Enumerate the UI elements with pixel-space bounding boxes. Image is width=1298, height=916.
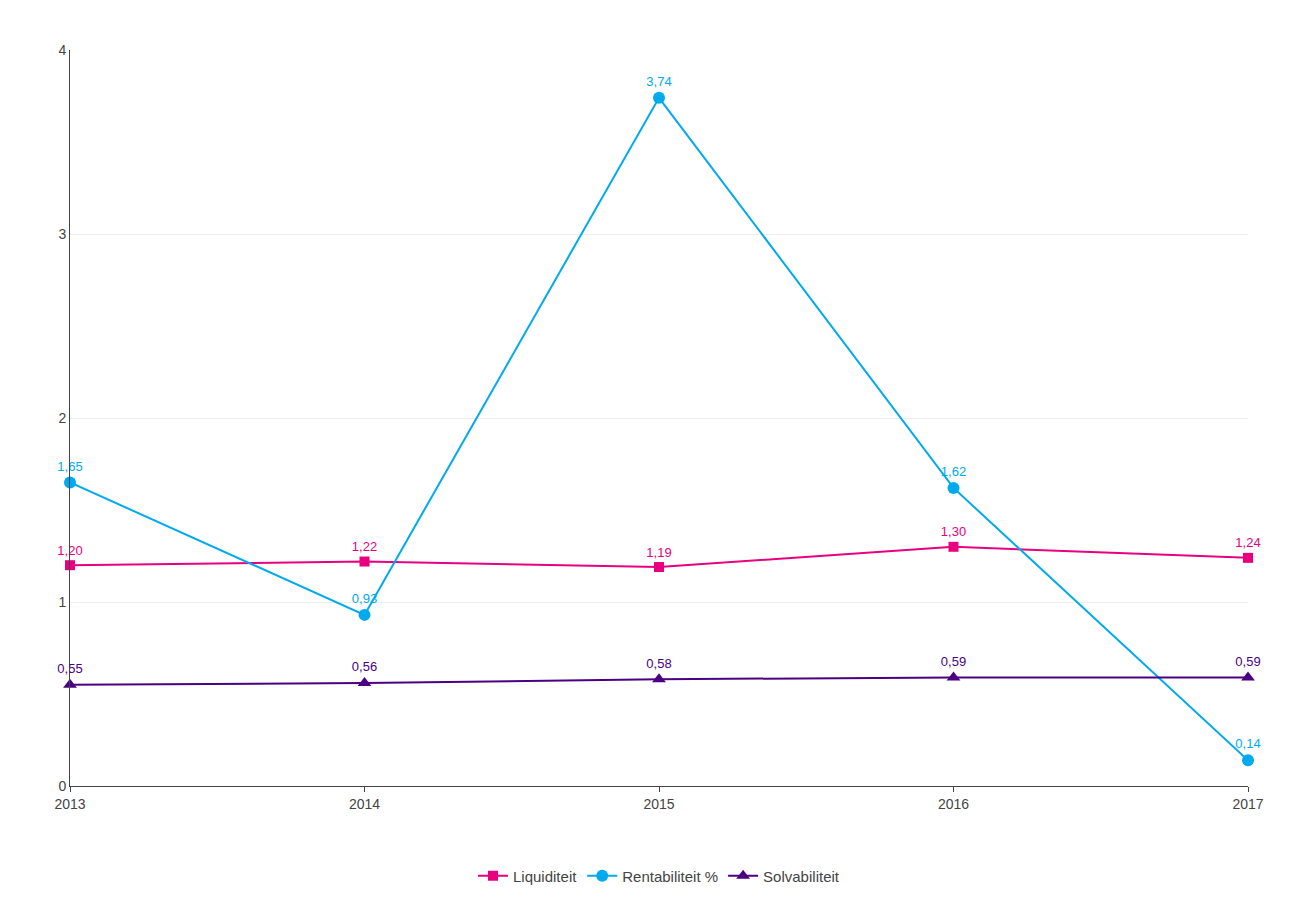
svg-text:1,22: 1,22	[352, 539, 377, 554]
svg-text:Rentabiliteit %: Rentabiliteit %	[622, 868, 718, 885]
svg-text:1,19: 1,19	[646, 545, 671, 560]
svg-text:2013: 2013	[54, 796, 85, 812]
svg-text:0,59: 0,59	[1235, 654, 1260, 669]
svg-text:3: 3	[58, 226, 66, 242]
svg-text:2: 2	[58, 410, 66, 426]
svg-text:0,14: 0,14	[1235, 736, 1260, 751]
svg-text:2014: 2014	[349, 796, 380, 812]
svg-text:2017: 2017	[1232, 796, 1263, 812]
svg-text:1,24: 1,24	[1235, 535, 1260, 550]
svg-text:Liquiditeit: Liquiditeit	[513, 868, 577, 885]
svg-text:2016: 2016	[938, 796, 969, 812]
svg-text:Solvabiliteit: Solvabiliteit	[763, 868, 840, 885]
svg-text:1: 1	[58, 594, 66, 610]
svg-text:0,55: 0,55	[57, 661, 82, 676]
svg-text:1,65: 1,65	[57, 459, 82, 474]
svg-text:4: 4	[58, 42, 66, 58]
svg-text:0,58: 0,58	[646, 656, 671, 671]
svg-text:0: 0	[58, 778, 66, 794]
svg-text:0,93: 0,93	[352, 591, 377, 606]
svg-text:2015: 2015	[643, 796, 674, 812]
svg-text:1,20: 1,20	[57, 543, 82, 558]
svg-text:0,59: 0,59	[941, 654, 966, 669]
svg-text:3,74: 3,74	[646, 74, 671, 89]
svg-text:1,30: 1,30	[941, 524, 966, 539]
svg-text:0,56: 0,56	[352, 659, 377, 674]
svg-text:1,62: 1,62	[941, 464, 966, 479]
